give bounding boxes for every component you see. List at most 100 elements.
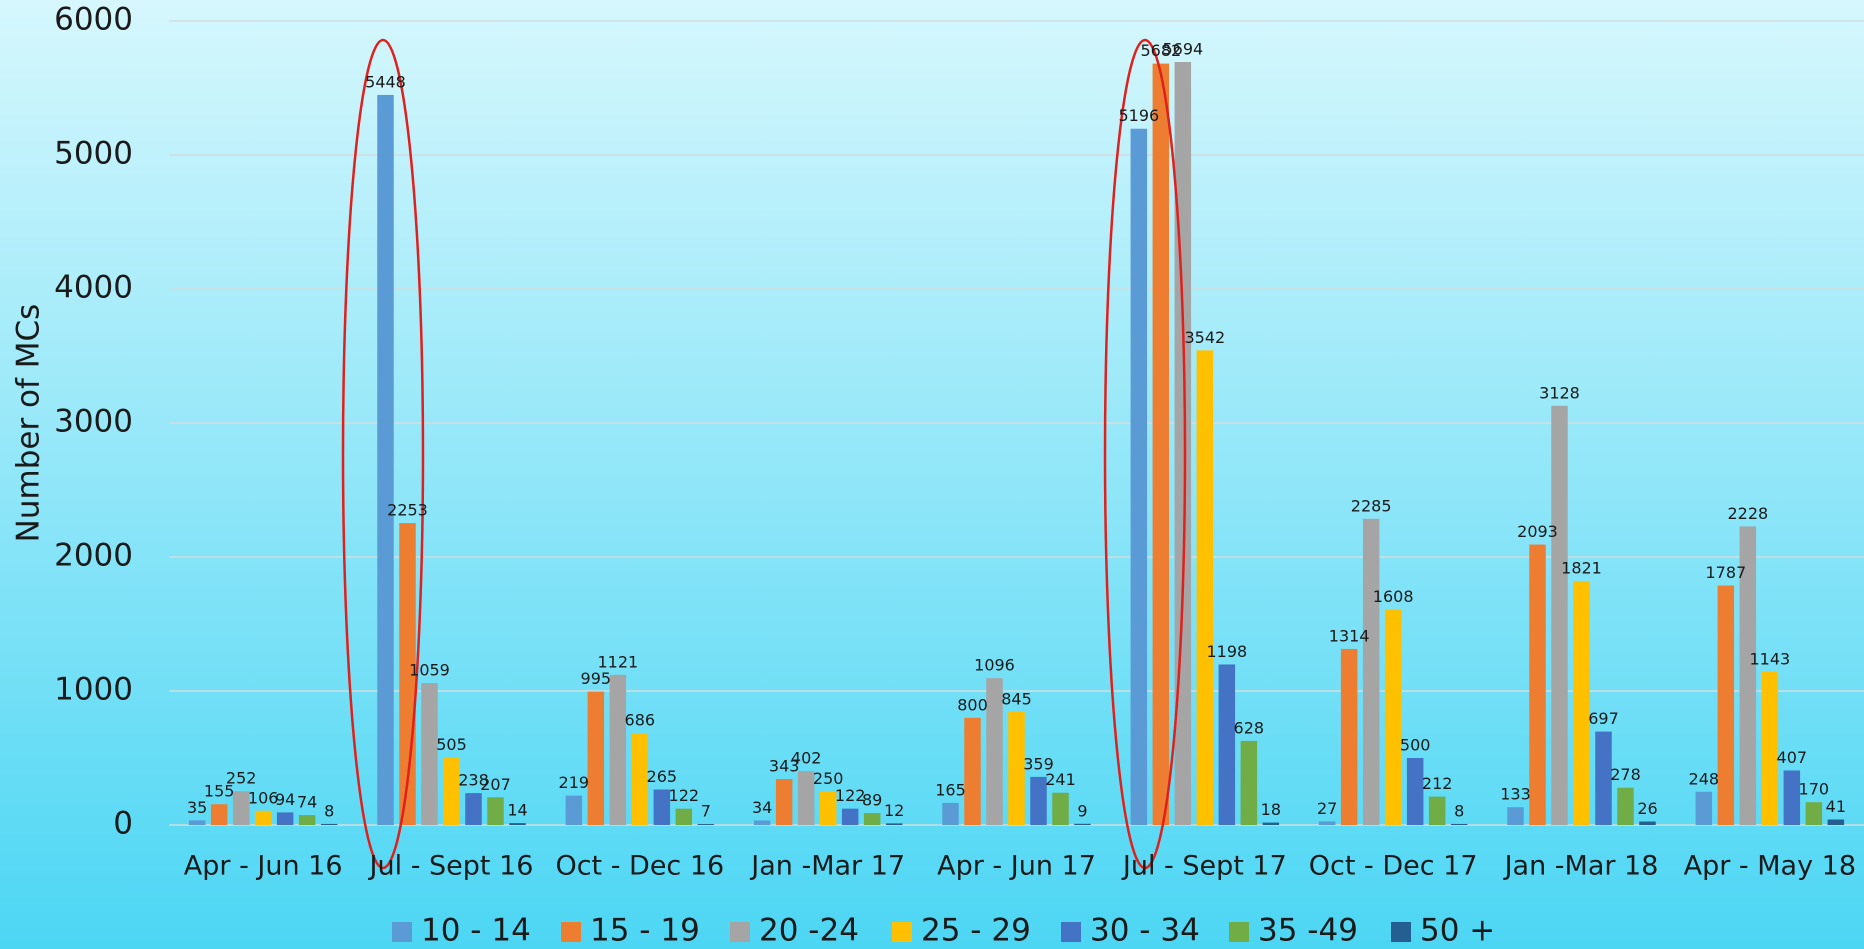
x-tick-label: Jul - Sept 16 [368,851,534,882]
y-tick-label: 2000 [54,538,133,574]
y-tick-label: 5000 [54,136,133,172]
data-label: 1096 [974,656,1015,675]
legend-label: 25 - 29 [921,913,1031,949]
x-tick-label: Apr - Jun 17 [937,851,1096,882]
bar [1074,823,1091,825]
bar [675,808,693,825]
legend-swatch [892,922,912,942]
data-label: 9 [1077,801,1087,820]
bar [1340,648,1358,825]
data-label: 41 [1826,797,1846,816]
data-label: 8 [1454,801,1464,820]
data-label: 407 [1777,748,1808,767]
legend-swatch [392,922,412,942]
data-label: 122 [835,786,866,805]
data-label: 1198 [1206,642,1247,661]
bar [1406,758,1424,825]
legend-swatch [730,922,750,942]
bar [863,813,881,825]
data-label: 278 [1610,765,1641,784]
legend-swatch [1391,922,1411,942]
bar [465,793,482,825]
bar [421,683,438,825]
data-label: 5196 [1118,106,1159,125]
data-label: 697 [1588,709,1619,728]
bar [986,678,1003,825]
bar [1218,664,1236,825]
bar [587,691,605,825]
data-label: 628 [1234,718,1265,737]
x-tick-label: Oct - Dec 16 [555,851,724,882]
data-label: 2285 [1351,496,1392,515]
data-label: 800 [957,695,988,714]
bar [1362,518,1380,825]
bar [1717,585,1735,825]
y-axis-label: Number of MCs [11,304,47,543]
legend-swatch [1061,922,1081,942]
data-label: 165 [935,780,966,799]
data-label: 5448 [365,72,406,91]
bar [1428,796,1446,825]
bar [1130,128,1148,826]
bar [1573,580,1590,825]
data-label: 248 [1689,769,1720,788]
data-label: 89 [862,791,882,810]
bar [1529,544,1546,825]
data-label: 845 [1001,689,1032,708]
y-tick-label: 6000 [54,2,133,38]
legend-swatch [1229,922,1249,942]
data-label: 94 [275,790,295,809]
data-label: 343 [769,757,800,776]
data-label: 1314 [1329,626,1370,645]
bar [942,802,959,825]
bar [609,674,627,825]
bar [1174,62,1192,825]
data-label: 505 [436,735,467,754]
legend-label: 35 -49 [1258,913,1358,949]
bar [1318,821,1336,825]
data-label: 7 [701,802,711,821]
data-label: 27 [1317,799,1337,818]
data-label: 106 [248,788,279,807]
x-tick-label: Apr - Jun 16 [184,851,343,882]
y-tick-label: 1000 [54,672,133,708]
x-tick-label: Apr - May 18 [1684,851,1856,882]
data-label: 1143 [1749,649,1790,668]
data-label: 12 [884,801,904,820]
bar [1384,609,1402,825]
bar [819,791,837,825]
bar [964,717,981,825]
data-label: 3128 [1539,383,1580,402]
legend-label: 30 - 34 [1090,913,1200,949]
data-label: 250 [813,769,844,788]
bar [188,820,206,825]
data-label: 155 [204,782,235,801]
data-label: 252 [226,769,257,788]
highlight-ellipse [1103,38,1187,870]
data-label: 34 [752,798,772,817]
legend-label: 10 - 14 [421,913,531,949]
bar [443,757,460,825]
data-label: 1608 [1373,587,1414,606]
data-label: 1059 [409,661,450,680]
data-label: 14 [507,801,527,820]
bar [1827,819,1845,825]
y-tick-label: 3000 [54,404,133,440]
bar [697,824,715,825]
bar [1695,791,1713,825]
bar [1617,787,1634,825]
data-label: 26 [1637,799,1657,818]
x-tick-label: Jan -Mar 18 [1503,851,1659,882]
data-label: 1121 [597,652,638,671]
bar [298,815,316,825]
x-tick-label: Jan -Mar 17 [749,851,905,882]
data-label: 1787 [1705,563,1746,582]
data-label: 241 [1045,770,1076,789]
data-label: 212 [1422,774,1453,793]
data-label: 3542 [1184,328,1225,347]
bar [1262,822,1280,825]
data-label: 2228 [1727,504,1768,523]
bar [1008,711,1025,825]
bar [631,733,649,825]
